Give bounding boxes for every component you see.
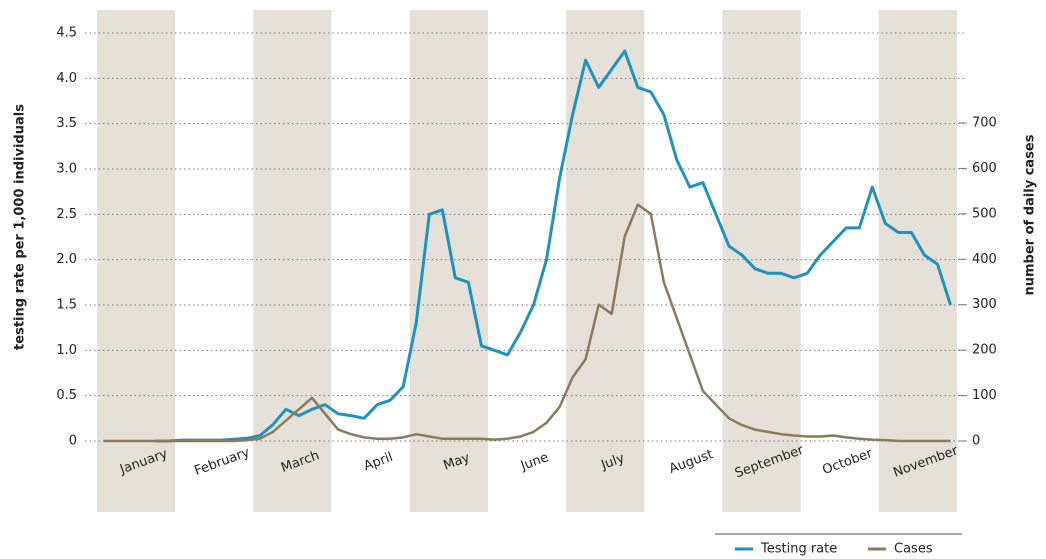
x-tick-label: August <box>667 447 715 477</box>
y-tick-label: 0.5 <box>56 388 77 403</box>
y2-tick-label: 300 <box>972 297 997 312</box>
y-tick-label: 3.0 <box>56 162 77 177</box>
y2-tick-label: 200 <box>972 343 997 358</box>
y-tick-label: 0 <box>69 434 77 449</box>
y2-tick-label: 700 <box>972 115 997 130</box>
legend-label: Cases <box>894 542 933 557</box>
y-tick-label: 4.5 <box>56 26 77 41</box>
y-tick-label: 4.0 <box>56 71 77 86</box>
x-tick-label: April <box>362 450 395 474</box>
y2-tick-label: 600 <box>972 161 997 176</box>
series-line <box>155 49 952 443</box>
legend-label: Testing rate <box>760 542 837 557</box>
y2-tick-label: 500 <box>972 206 997 221</box>
x-tick-label: June <box>518 450 551 474</box>
y2-axis-label: number of daily cases <box>1023 134 1038 295</box>
series-line <box>103 203 951 443</box>
month-band <box>878 10 957 512</box>
x-tick-label: October <box>821 446 876 478</box>
y-tick-label: 1.0 <box>56 343 77 358</box>
y-tick-label: 1.5 <box>56 298 77 313</box>
y2-tick-label: 100 <box>972 388 997 403</box>
y-axis-label: testing rate per 1,000 individuals <box>13 104 28 350</box>
y2-tick-label: 400 <box>972 252 997 267</box>
y2-tick-label: 0 <box>972 434 980 449</box>
y-tick-label: 2.0 <box>56 252 77 267</box>
month-band <box>722 10 801 512</box>
month-band <box>97 10 176 512</box>
y-tick-label: 2.5 <box>56 207 77 222</box>
month-band <box>409 10 488 512</box>
x-tick-label: February <box>192 445 252 479</box>
y-tick-label: 3.5 <box>56 116 77 131</box>
month-band <box>566 10 645 512</box>
